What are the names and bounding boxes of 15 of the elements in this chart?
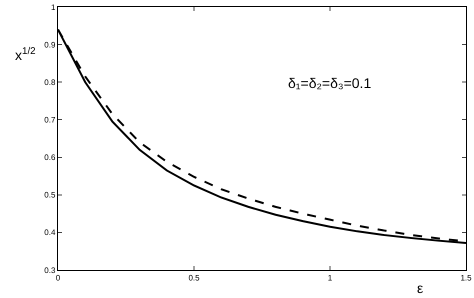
y-tick-label: 0.8 xyxy=(44,78,56,87)
y-tick-label: 0.7 xyxy=(44,116,56,125)
x-tick-label: 1 xyxy=(328,274,333,283)
x-tick-label: 0 xyxy=(56,274,61,283)
annotation: δ₁=δ₂=δ₃=0.1 xyxy=(288,75,372,91)
y-tick-label: 0.5 xyxy=(44,190,56,200)
y-tick-label: 1 xyxy=(50,2,56,12)
y-tick-label: 0.4 xyxy=(44,228,56,238)
x-tick-label: 0.5 xyxy=(188,274,200,283)
x-axis-title: ε xyxy=(417,280,424,296)
y-tick-label: 0.3 xyxy=(44,266,56,275)
y-axis-title: x$^{1/2}$ xyxy=(15,46,36,63)
y-tick-label: 0.9 xyxy=(44,40,56,50)
y-tick-label: 0.6 xyxy=(44,153,56,162)
x-tick-label: 1.5 xyxy=(460,274,472,283)
